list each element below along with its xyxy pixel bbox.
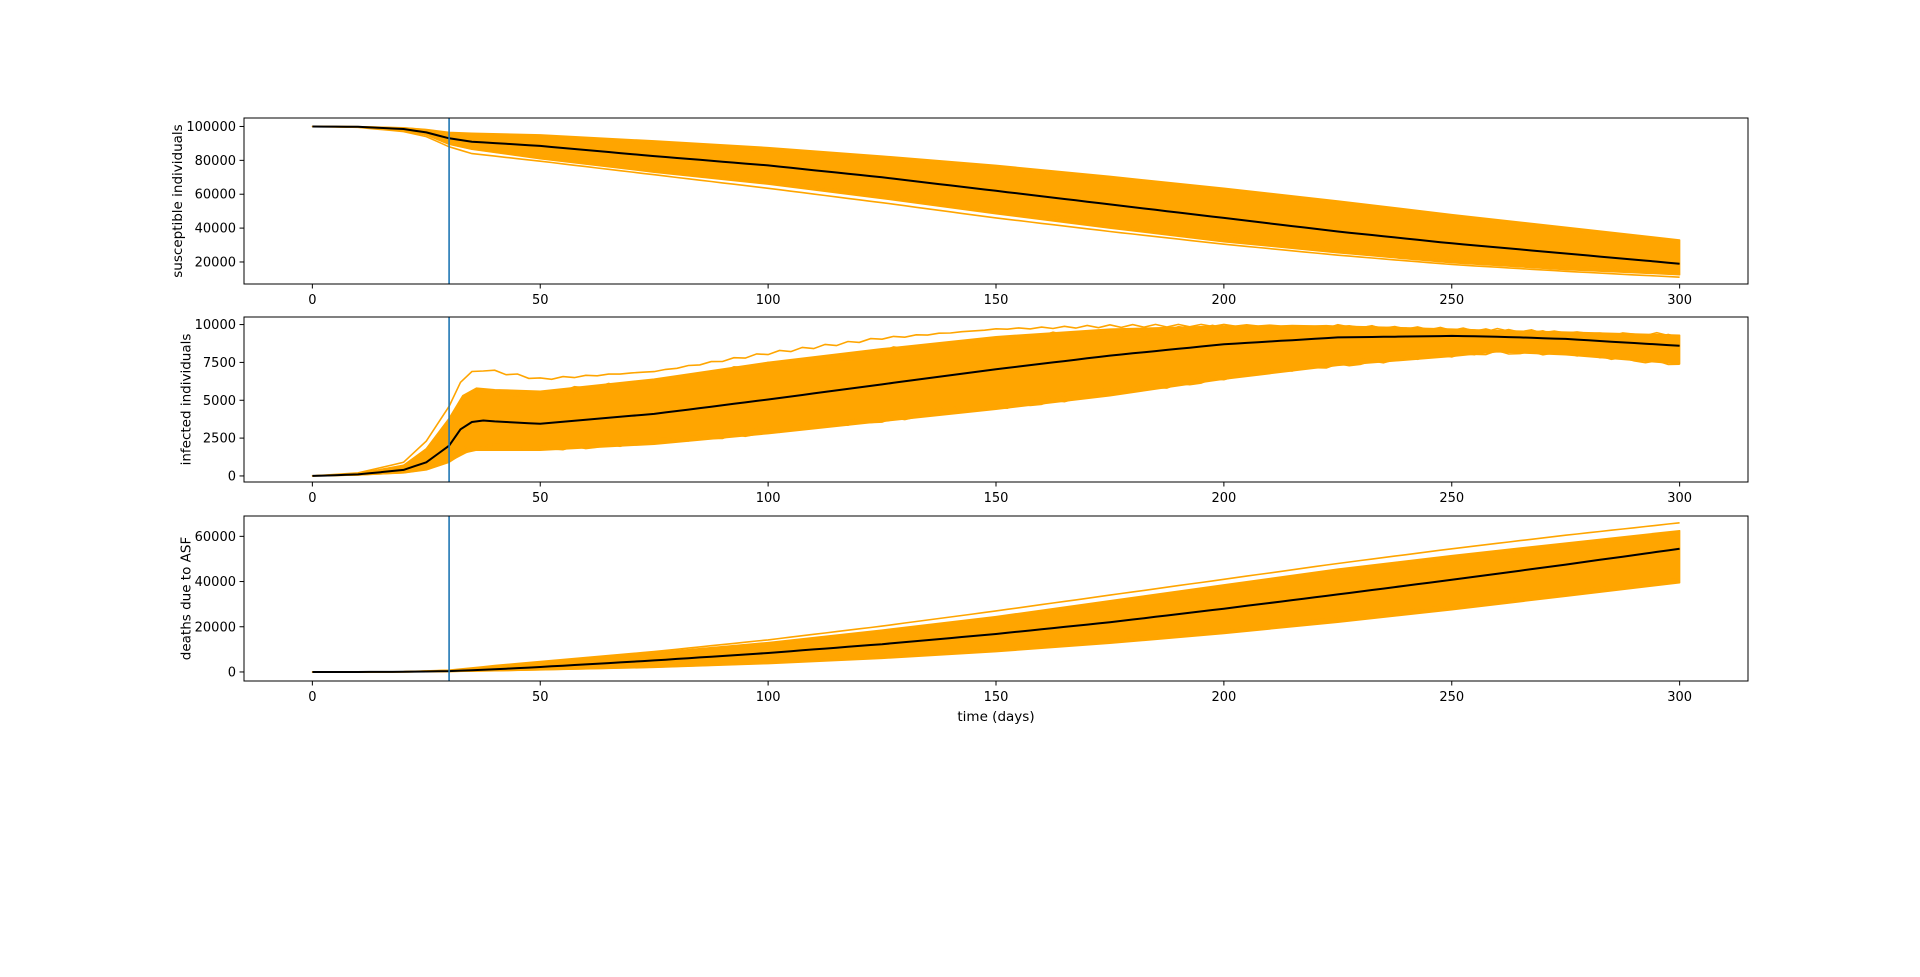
- deaths-x-tick-label: 300: [1667, 690, 1692, 705]
- susceptible-trajectory: [312, 125, 1680, 242]
- infected-x-tick-label: 300: [1667, 491, 1692, 506]
- susceptible-outlier-trajectory: [312, 125, 1680, 278]
- susceptible-trajectory: [312, 125, 1680, 244]
- susceptible-x-tick-label: 200: [1211, 293, 1236, 308]
- susceptible-y-tick-label: 80000: [195, 154, 236, 169]
- deaths-x-tick-label: 50: [532, 690, 549, 705]
- infected-plot-area: [311, 323, 1681, 477]
- infected-y-tick-label: 5000: [203, 394, 236, 409]
- susceptible-x-tick-label: 250: [1439, 293, 1464, 308]
- susceptible-mean-line: [312, 125, 1680, 265]
- deaths-x-tick-label: 250: [1439, 690, 1464, 705]
- infected-x-tick-label: 250: [1439, 491, 1464, 506]
- deaths-y-axis-label: deaths due to ASF: [179, 537, 195, 660]
- infected-y-tick-label: 0: [228, 469, 236, 484]
- subplot-deaths: 0 50 100 150 200 250 300 0 20000 40000 60000deaths…: [179, 515, 1749, 725]
- susceptible-y-tick-label: 60000: [195, 188, 236, 203]
- infected-x-tick-label: 200: [1211, 491, 1236, 506]
- infected-y-tick-label: 10000: [195, 318, 236, 333]
- infected-x-tick-label: 0: [308, 491, 316, 506]
- deaths-y-tick-label: 0: [228, 665, 236, 680]
- deaths-x-tick-label: 200: [1211, 690, 1236, 705]
- susceptible-x-tick-label: 50: [532, 293, 549, 308]
- infected-y-tick-label: 7500: [203, 356, 236, 371]
- infected-x-tick-label: 100: [756, 491, 781, 506]
- susceptible-trajectory: [312, 125, 1680, 273]
- infected-outlier-trajectory: [312, 323, 1680, 477]
- infected-trajectory: [312, 349, 1680, 477]
- deaths-y-tick-label: 40000: [195, 575, 236, 590]
- infected-y-tick-label: 2500: [203, 432, 236, 447]
- infected-trajectory: [312, 323, 1680, 477]
- infected-x-tick-label: 50: [532, 491, 549, 506]
- deaths-trajectory: [312, 577, 1680, 673]
- subplot-susceptible: 0 50 100 150 200 250 300 20000 40000 60000 80000 10…: [170, 117, 1749, 308]
- susceptible-trajectory: [312, 125, 1680, 275]
- susceptible-y-tick-label: 20000: [195, 255, 236, 270]
- deaths-x-tick-label: 100: [756, 690, 781, 705]
- infected-trajectory: [312, 348, 1680, 477]
- susceptible-y-tick-label: 40000: [195, 222, 236, 237]
- susceptible-x-tick-label: 300: [1667, 293, 1692, 308]
- subplot-infected: 0 50 100 150 200 250 300 0 2500 5000 7500 10000infe…: [179, 316, 1749, 506]
- susceptible-y-axis-label: susceptible individuals: [170, 124, 186, 277]
- deaths-y-tick-label: 60000: [195, 530, 236, 545]
- deaths-x-tick-label: 0: [308, 690, 316, 705]
- susceptible-x-tick-label: 100: [756, 293, 781, 308]
- susceptible-x-tick-label: 0: [308, 293, 316, 308]
- deaths-plot-area: [311, 522, 1681, 673]
- susceptible-plot-area: [311, 125, 1681, 278]
- x-axis-label: time (days): [957, 709, 1034, 725]
- deaths-y-tick-label: 20000: [195, 620, 236, 635]
- deaths-outlier-trajectory: [312, 522, 1680, 673]
- deaths-x-tick-label: 150: [984, 690, 1009, 705]
- susceptible-x-tick-label: 150: [984, 293, 1009, 308]
- susceptible-y-tick-label: 100000: [186, 120, 236, 135]
- infected-y-axis-label: infected individuals: [179, 334, 195, 466]
- infected-mean-line: [312, 334, 1680, 477]
- deaths-trajectory: [312, 531, 1680, 673]
- deaths-mean-line: [312, 547, 1680, 673]
- infected-x-tick-label: 150: [984, 491, 1009, 506]
